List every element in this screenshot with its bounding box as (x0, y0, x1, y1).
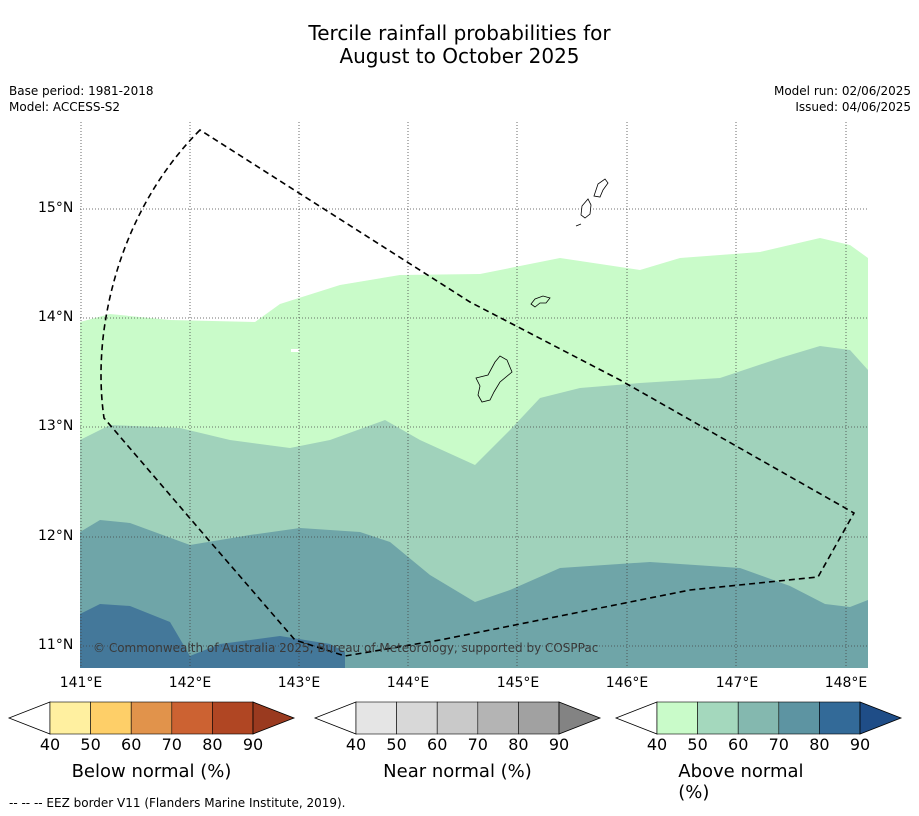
eez-footnote: -- -- -- EEZ border V11 (Flanders Marine… (9, 796, 346, 810)
colorbar-tick-label: 70 (467, 735, 488, 754)
colorbar-segment (656, 701, 698, 735)
colorbar-title: Above normal (%) (678, 761, 804, 803)
colorbar-tick-label: 40 (646, 735, 668, 754)
colorbar-segment (819, 701, 861, 735)
colorbar-segment (737, 701, 780, 735)
lon-label-142e: 142°E (168, 675, 212, 691)
island-outlines (475, 178, 609, 403)
colorbars (7, 701, 903, 735)
lon-label-148e: 148°E (824, 675, 868, 691)
band-above-70 (80, 604, 345, 668)
colorbar-segment (130, 701, 173, 735)
colorbar-tick-label: 40 (345, 735, 367, 754)
lon-label-147e: 147°E (715, 675, 759, 691)
lat-label-15n: 15°N (38, 200, 74, 216)
colorbar-title: Below normal (%) (71, 761, 232, 782)
colorbar-tick-label: 70 (161, 735, 182, 754)
colorbar-tick-label: 60 (728, 735, 749, 754)
rota-island (530, 295, 551, 308)
colorbar-extend-low (614, 701, 658, 735)
data-gap (291, 349, 299, 352)
colorbar-tick-label: 70 (768, 735, 789, 754)
lon-label-145e: 145°E (496, 675, 540, 691)
colorbar-tick-label: 80 (508, 735, 529, 754)
colorbar-extend-low (313, 701, 357, 735)
lat-label-13n: 13°N (38, 418, 74, 434)
colorbar-segment (212, 701, 254, 735)
gridlines (80, 122, 868, 668)
colorbar-tick-label: 60 (427, 735, 448, 754)
aguijan-island (575, 223, 582, 227)
lat-label-12n: 12°N (38, 528, 74, 544)
lat-label-14n: 14°N (38, 309, 74, 325)
colorbar-tick-label: 90 (849, 735, 871, 754)
base-period: Base period: 1981-2018 (9, 84, 154, 98)
colorbar-segment (518, 701, 560, 735)
tinian-island (580, 198, 592, 219)
model-name: Model: ACCESS-S2 (9, 100, 121, 114)
lon-label-141e: 141°E (59, 675, 103, 691)
lat-label-11n: 11°N (38, 637, 74, 653)
map-title: Tercile rainfall probabilities for Augus… (0, 22, 919, 68)
saipan-island (593, 178, 609, 198)
meta-left: Base period: 1981-2018 Model: ACCESS-S2 (9, 83, 154, 115)
colorbar-extend-high (252, 701, 296, 735)
colorbar-extend-low (7, 701, 51, 735)
colorbar-title: Near normal (%) (383, 761, 532, 782)
colorbar-tick-label: 40 (39, 735, 61, 754)
band-above-60 (80, 520, 868, 668)
colorbar-tick-label: 80 (809, 735, 830, 754)
colorbar-segment (171, 701, 213, 735)
probability-field (80, 238, 868, 668)
meta-right: Model run: 02/06/2025 Issued: 04/06/2025 (774, 83, 911, 115)
colorbar-extend-high (558, 701, 602, 735)
colorbar-segment (778, 701, 820, 735)
guam-island (475, 355, 513, 403)
colorbar-segment (90, 701, 132, 735)
colorbar-tick-label: 50 (80, 735, 101, 754)
colorbar-extend-high (859, 701, 903, 735)
model-run: Model run: 02/06/2025 (773, 84, 911, 98)
colorbar-tick-label: 50 (386, 735, 407, 754)
lon-label-146e: 146°E (605, 675, 649, 691)
colorbar-segment (436, 701, 479, 735)
colorbar-segment (355, 701, 397, 735)
colorbar-segment (697, 701, 739, 735)
colorbar-tick-label: 90 (242, 735, 264, 754)
colorbar-segment (49, 701, 91, 735)
lon-label-143e: 143°E (277, 675, 321, 691)
colorbar-tick-label: 60 (121, 735, 142, 754)
colorbar-tick-label: 80 (202, 735, 223, 754)
copyright-notice: © Commonwealth of Australia 2025, Bureau… (93, 641, 599, 655)
lon-label-144e: 144°E (386, 675, 430, 691)
colorbar-segment (477, 701, 519, 735)
colorbar-tick-label: 90 (548, 735, 570, 754)
title-line-2: August to October 2025 (339, 44, 580, 68)
colorbar-tick-label: 50 (687, 735, 708, 754)
colorbar-segment (396, 701, 438, 735)
title-line-1: Tercile rainfall probabilities for (308, 21, 611, 45)
issued-date: Issued: 04/06/2025 (795, 100, 911, 114)
